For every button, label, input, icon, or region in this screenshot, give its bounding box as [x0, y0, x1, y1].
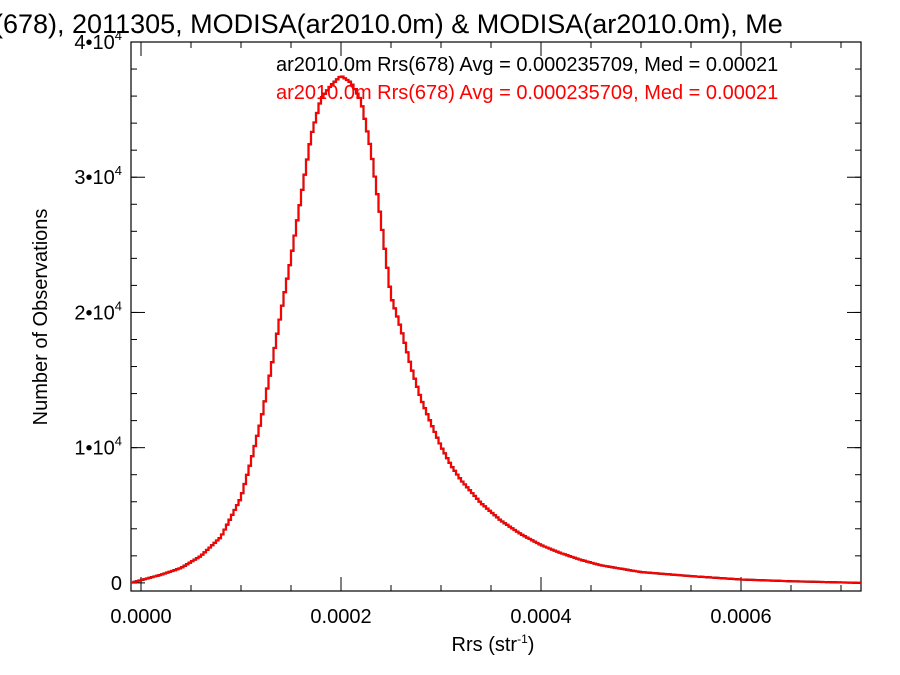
plot-axes: [130, 41, 862, 592]
series-layer: [131, 75, 861, 584]
legend-entry-red: ar2010.0m Rrs(678) Avg = 0.000235709, Me…: [276, 82, 778, 104]
chart-title: (678), 2011305, MODISA(ar2010.0m) & MODI…: [0, 9, 783, 39]
histogram-series-1: [131, 75, 861, 584]
y-tick-label: 3•104: [74, 163, 122, 189]
histogram-series-2: [131, 75, 861, 584]
x-tick-label: 0.0002: [310, 606, 371, 628]
legend-entry-black: ar2010.0m Rrs(678) Avg = 0.000235709, Me…: [276, 54, 778, 76]
y-tick-label: 1•104: [74, 434, 122, 460]
x-tick-label: 0.0000: [110, 606, 171, 628]
axis-ticks: 0.0000 0.0002 0.0004 0.0006 0 1•104 2•104 3•104…: [74, 28, 861, 628]
y-tick-label: 2•104: [74, 298, 122, 324]
y-tick-label: 0: [111, 573, 122, 595]
plot-frame: [130, 41, 862, 592]
y-axis-label: Number of Observations: [30, 209, 52, 426]
x-tick-label: 0.0004: [510, 606, 571, 628]
x-tick-label: 0.0006: [710, 606, 771, 628]
x-axis-label: Rrs (str-1): [452, 632, 535, 656]
y-tick-label: 4•104: [74, 28, 122, 54]
